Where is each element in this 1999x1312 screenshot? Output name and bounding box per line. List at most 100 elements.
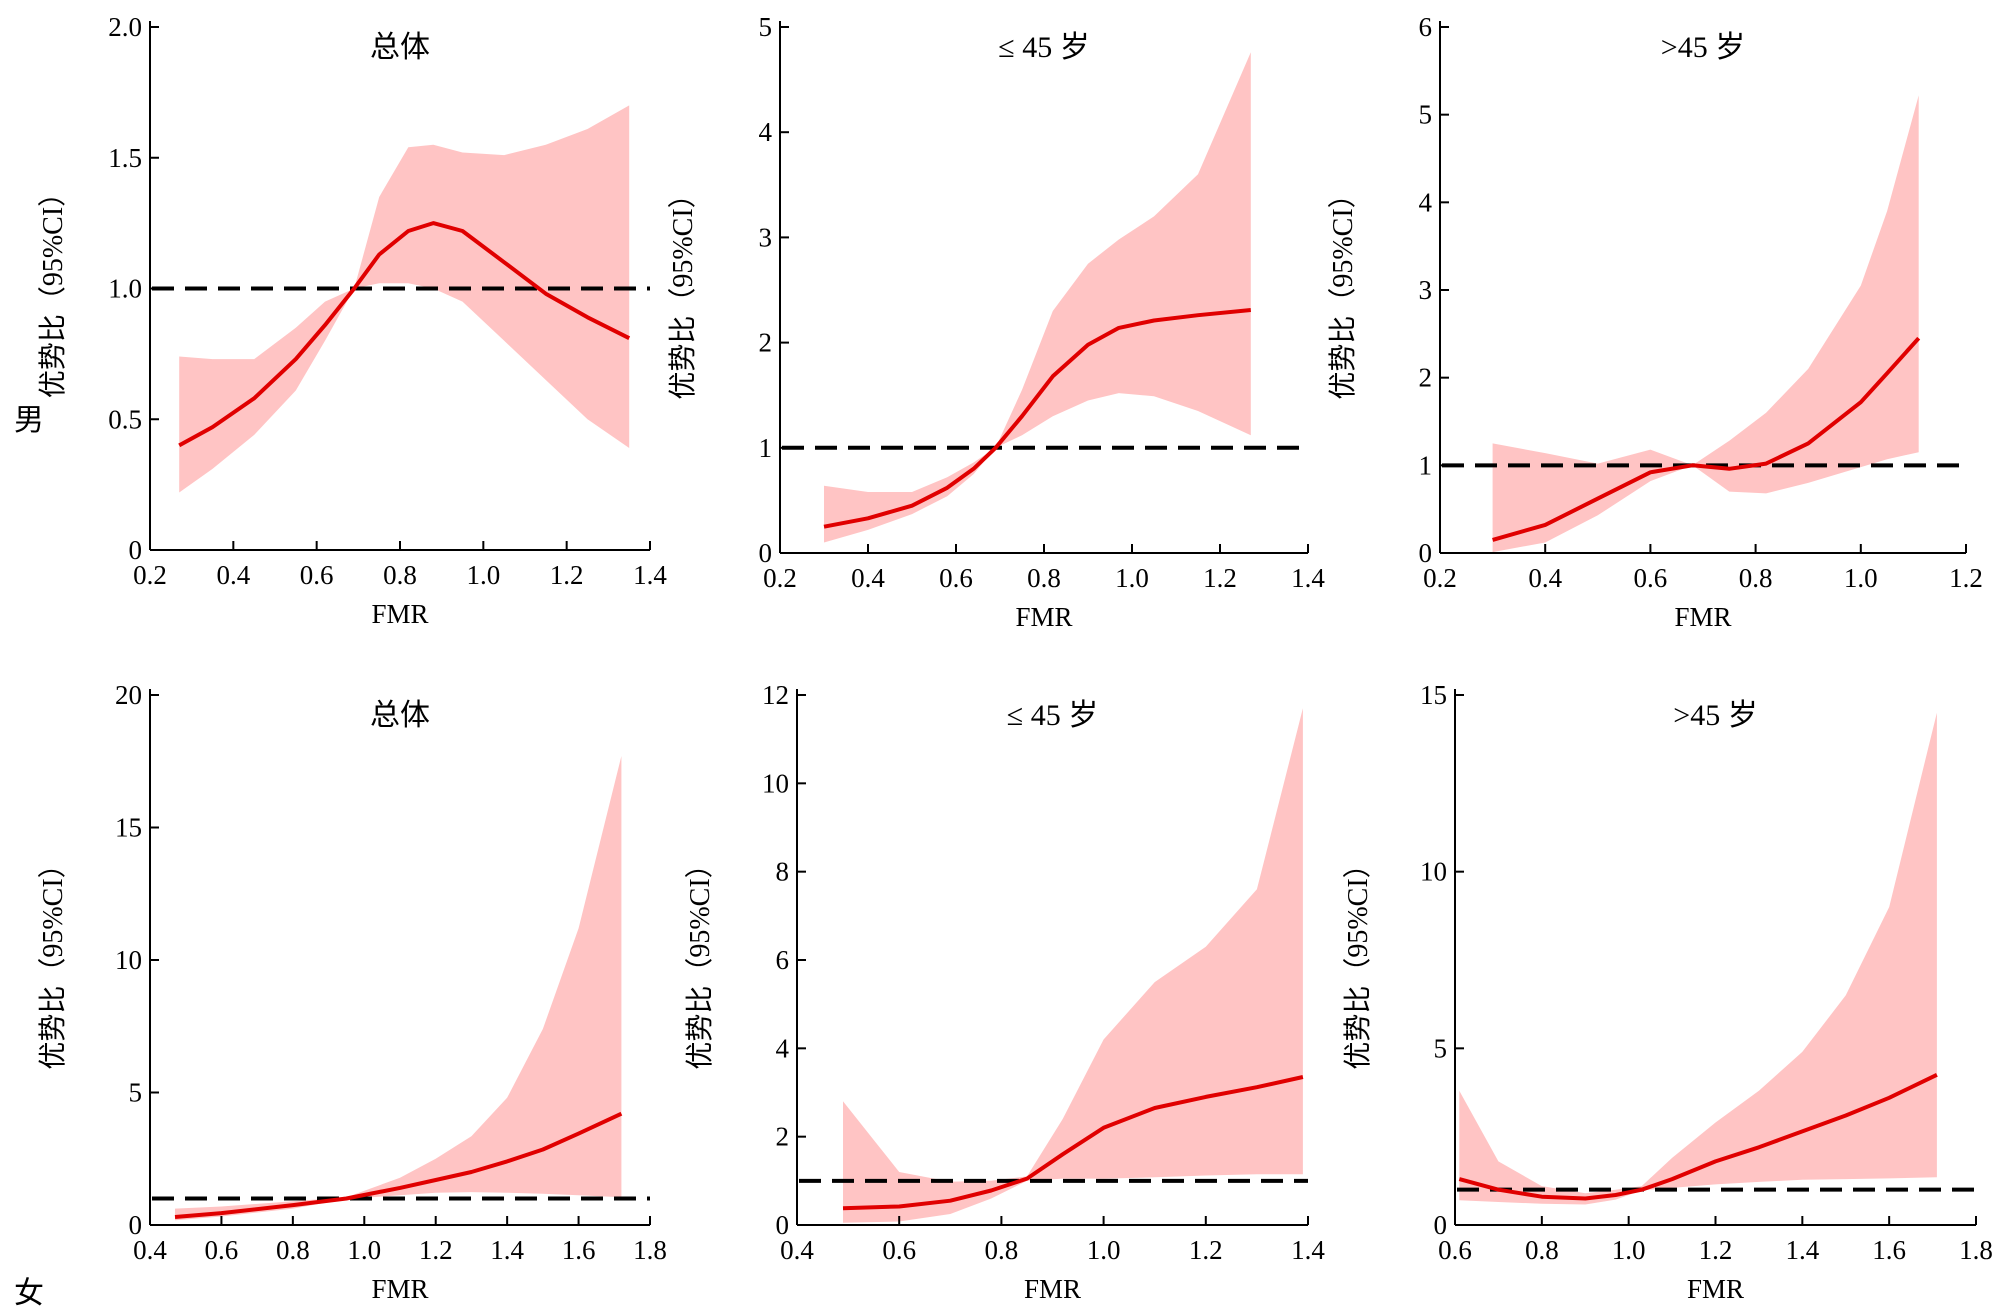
ci-band [175, 756, 622, 1221]
y-tick-label: 5 [1434, 1033, 1448, 1063]
odds-ratio-curve [1492, 336, 1921, 542]
x-tick-label: 1.0 [1844, 563, 1878, 593]
panel-title: ≤ 45 岁 [998, 31, 1089, 64]
y-tick-label: 20 [115, 680, 142, 710]
y-tick-label: 2.0 [108, 12, 142, 42]
x-tick-label: 0.4 [1528, 563, 1562, 593]
x-tick-label: 0.8 [383, 560, 417, 590]
ci-band [843, 708, 1303, 1223]
y-axis-title: 优势比（95%CI） [667, 180, 699, 399]
y-tick-label: 5 [129, 1078, 143, 1108]
x-axis-title: FMR [1687, 1274, 1744, 1304]
x-tick-label: 1.2 [1189, 1235, 1223, 1265]
x-tick-label: 0.4 [780, 1235, 814, 1265]
x-tick-label: 0.4 [216, 560, 250, 590]
x-tick-label: 0.2 [1423, 563, 1457, 593]
x-tick-label: 1.4 [633, 560, 667, 590]
y-axis-title: 优势比（95%CI） [37, 850, 69, 1069]
x-tick-label: 1.8 [633, 1235, 667, 1265]
odds-ratio-curve [174, 1111, 623, 1219]
x-tick-label: 1.0 [1115, 563, 1149, 593]
y-tick-label: 2 [1419, 363, 1433, 393]
chart-panel-3: 0.2 0.4 0.6 0.8 1.0 1.2 0 1 2 3 4 5 6 >45 岁 FMR 优势比（95%… [1327, 12, 1983, 632]
y-tick-label: 6 [1419, 12, 1433, 42]
x-tick-label: 1.0 [1612, 1235, 1646, 1265]
chart-panel-1: 0.2 0.4 0.6 0.8 1.0 1.2 1.4 0 0.5 1.0 1.5 2.0 总体 FMR 优… [37, 12, 667, 629]
y-tick-label: 0 [759, 538, 773, 568]
y-tick-label: 2 [776, 1122, 790, 1152]
x-tick-label: 1.6 [1872, 1235, 1906, 1265]
row-label-male: 男 [14, 403, 44, 438]
x-tick-label: 0.2 [133, 560, 167, 590]
ci-band [179, 105, 630, 493]
y-tick-label: 3 [1419, 275, 1433, 305]
odds-ratio-curve [823, 308, 1251, 529]
x-axis-title: FMR [371, 1274, 428, 1304]
chart-panel-2: 0.2 0.4 0.6 0.8 1.0 1.2 1.4 0 1 2 3 4 5 ≤ 45 岁 FMR 优势比（… [667, 12, 1325, 632]
x-tick-label: 0.6 [300, 560, 334, 590]
y-tick-label: 1.0 [108, 274, 142, 304]
ci-band [1459, 712, 1937, 1205]
x-tick-label: 0.6 [882, 1235, 916, 1265]
y-tick-label: 10 [115, 945, 142, 975]
y-tick-label: 4 [1419, 187, 1433, 217]
x-tick-label: 0.4 [133, 1235, 167, 1265]
x-tick-label: 1.4 [1291, 563, 1325, 593]
x-tick-label: 0.4 [851, 563, 885, 593]
x-tick-label: 1.4 [1785, 1235, 1819, 1265]
y-axis-title: 优势比（95%CI） [1327, 180, 1359, 399]
y-tick-label: 4 [776, 1033, 790, 1063]
x-tick-label: 0.2 [763, 563, 797, 593]
x-tick-label: 1.2 [1949, 563, 1983, 593]
y-tick-label: 8 [776, 857, 790, 887]
y-tick-label: 4 [759, 117, 773, 147]
odds-ratio-curve [178, 221, 631, 448]
x-axis-title: FMR [1024, 1274, 1081, 1304]
panel-title: >45 岁 [1661, 31, 1745, 64]
y-tick-label: 0 [129, 535, 143, 565]
y-tick-label: 15 [115, 813, 142, 843]
ci-band [824, 52, 1251, 543]
y-tick-label: 1 [1419, 450, 1433, 480]
chart-panel-5: 0.4 0.6 0.8 1.0 1.2 1.4 0 2 4 6 8 10 12 ≤ 45 岁 FMR 优势比（… [684, 680, 1325, 1304]
panel-title: 总体 [370, 31, 430, 64]
y-tick-label: 0.5 [108, 404, 142, 434]
x-axis-title: FMR [1674, 602, 1731, 632]
y-tick-label: 10 [762, 768, 789, 798]
y-tick-label: 0 [129, 1210, 143, 1240]
x-tick-label: 0.6 [1438, 1235, 1472, 1265]
y-axis-title: 优势比（95%CI） [37, 179, 69, 398]
x-tick-label: 0.6 [205, 1235, 239, 1265]
chart-panel-6: 0.6 0.8 1.0 1.2 1.4 1.6 1.8 0 5 10 15 >45 岁 FMR 优势比（9… [1342, 680, 1993, 1304]
x-tick-label: 0.8 [985, 1235, 1019, 1265]
odds-ratio-curve [1458, 1072, 1938, 1201]
x-tick-label: 0.6 [939, 563, 973, 593]
y-tick-label: 6 [776, 945, 790, 975]
y-tick-label: 5 [759, 12, 773, 42]
y-axis-title: 优势比（95%CI） [1342, 850, 1374, 1069]
x-tick-label: 1.6 [562, 1235, 596, 1265]
y-tick-label: 1.5 [108, 143, 142, 173]
y-tick-label: 0 [1434, 1210, 1448, 1240]
x-tick-label: 1.2 [1203, 563, 1237, 593]
x-tick-label: 0.8 [1027, 563, 1061, 593]
y-axis-title: 优势比（95%CI） [684, 850, 716, 1069]
chart-panel-4: 0.4 0.6 0.8 1.0 1.2 1.4 1.6 1.8 0 5 10 15 20 总体 FMR 优势比… [37, 680, 667, 1304]
x-tick-label: 1.8 [1959, 1235, 1993, 1265]
ci-band [1492, 95, 1919, 553]
row-label-female: 女 [14, 1276, 44, 1311]
x-tick-label: 1.0 [1087, 1235, 1121, 1265]
panel-title: >45 岁 [1673, 699, 1757, 732]
x-tick-label: 0.8 [276, 1235, 310, 1265]
y-tick-label: 1 [759, 433, 773, 463]
y-tick-label: 10 [1420, 857, 1447, 887]
panel-title: 总体 [370, 699, 430, 732]
x-tick-label: 1.4 [490, 1235, 524, 1265]
x-tick-label: 1.2 [419, 1235, 453, 1265]
x-tick-label: 1.2 [1699, 1235, 1733, 1265]
x-axis-title: FMR [371, 599, 428, 629]
y-tick-label: 0 [776, 1210, 790, 1240]
y-tick-label: 0 [1419, 538, 1433, 568]
odds-ratio-curve [842, 1075, 1304, 1211]
x-tick-label: 0.6 [1634, 563, 1668, 593]
